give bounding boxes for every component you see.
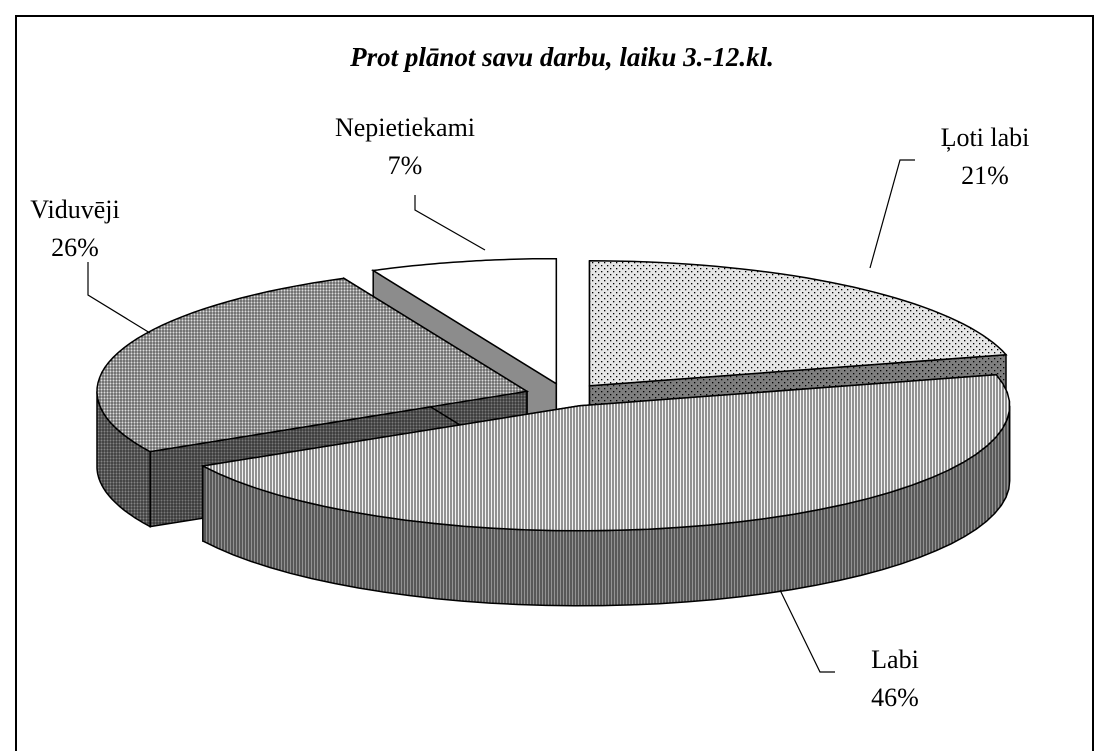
slice-shade bbox=[202, 405, 1010, 606]
slice-top bbox=[588, 260, 1008, 387]
slice-label: Labi bbox=[871, 645, 919, 674]
slice-top bbox=[96, 277, 530, 453]
slice-top bbox=[370, 257, 558, 386]
slice bbox=[200, 373, 1011, 607]
slice-top bbox=[200, 373, 1011, 532]
chart-title: Prot plānot savu darbu, laiku 3.-12.kl. bbox=[349, 42, 774, 72]
pie bbox=[96, 257, 1011, 607]
value-label: 46% bbox=[871, 683, 919, 712]
value-label: 21% bbox=[961, 161, 1009, 190]
slice-label: Viduvēji bbox=[30, 195, 119, 224]
leader-line bbox=[87, 262, 151, 334]
leader-line bbox=[414, 195, 486, 251]
value-label: 7% bbox=[388, 151, 423, 180]
slice-label: Nepietiekami bbox=[335, 113, 475, 142]
leader-line bbox=[779, 589, 835, 673]
leader-line bbox=[869, 159, 915, 269]
slice-shade bbox=[97, 391, 151, 527]
slice-label: Ļoti labi bbox=[941, 123, 1030, 152]
value-label: 26% bbox=[51, 233, 99, 262]
